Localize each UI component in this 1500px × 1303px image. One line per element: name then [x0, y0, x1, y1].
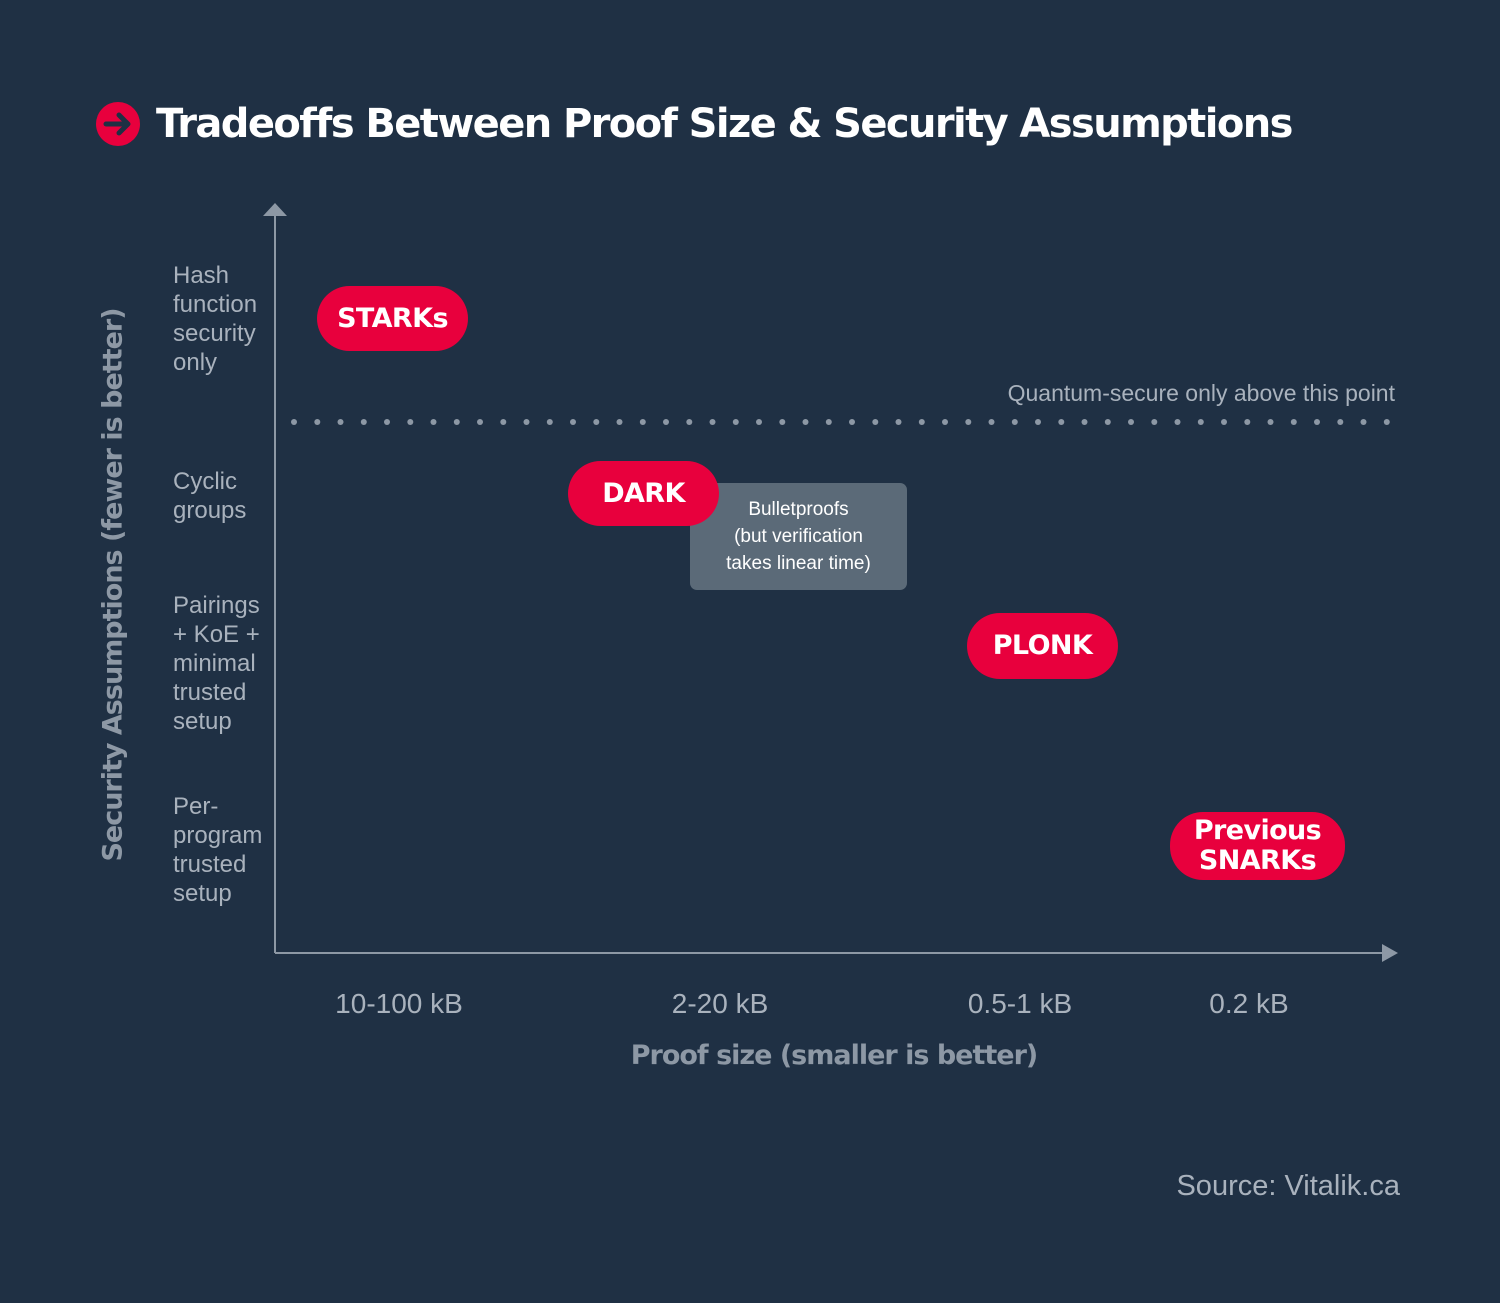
threshold-dot	[779, 419, 786, 425]
threshold-dot	[942, 419, 948, 425]
page-title: Tradeoffs Between Proof Size & Security …	[156, 101, 1293, 147]
x-tick-0.5-1kb: 0.5-1 kB	[967, 988, 1073, 1019]
x-axis-arrow	[1382, 944, 1398, 962]
arrow-right-circle-icon	[96, 102, 140, 146]
threshold-dot	[384, 419, 390, 425]
note-bulletproofs: Bulletproofs (but verification takes linea…	[690, 483, 907, 590]
threshold-dot	[523, 419, 530, 425]
threshold-dot	[663, 419, 669, 425]
quantum-threshold-line	[291, 419, 1390, 425]
threshold-dot	[1011, 419, 1018, 425]
x-tick-10-100kb: 10-100 kB	[335, 988, 463, 1019]
y-tick-per-program: Per-program trusted setup	[173, 793, 263, 907]
threshold-dot	[291, 419, 297, 425]
point-starks: STARKs	[317, 286, 468, 351]
threshold-dot	[337, 419, 344, 425]
threshold-dot	[1197, 419, 1204, 425]
x-tick-2-20kb: 2-20 kB	[671, 988, 769, 1019]
threshold-dot	[546, 419, 553, 425]
threshold-dot	[918, 419, 925, 425]
threshold-dot	[593, 419, 600, 425]
point-previous-snarks: Previous SNARKs	[1170, 812, 1345, 880]
y-tick-hash: Hash function security only	[173, 262, 258, 376]
threshold-dot	[1104, 419, 1111, 425]
title-row: Tradeoffs Between Proof Size & Security …	[96, 96, 1293, 152]
threshold-dot	[732, 419, 739, 425]
point-dark: DARK	[568, 461, 719, 526]
threshold-dot	[756, 419, 762, 425]
threshold-dot	[709, 419, 716, 425]
x-axis-label: Proof size (smaller is better)	[630, 1040, 1039, 1071]
threshold-dot	[639, 419, 646, 425]
threshold-dot	[1337, 419, 1344, 425]
threshold-dot	[1174, 419, 1181, 425]
y-axis-label: Security Assumptions (fewer is better)	[97, 308, 129, 862]
threshold-dot	[825, 419, 832, 425]
threshold-dot	[965, 419, 972, 425]
threshold-dot	[430, 419, 437, 425]
threshold-dot	[453, 419, 460, 425]
threshold-dot	[407, 419, 414, 425]
source-credit: Source: Vitalik.ca	[1176, 1170, 1400, 1202]
y-tick-cyclic: Cyclic groups	[173, 468, 247, 524]
threshold-dot	[570, 419, 576, 425]
threshold-dot	[988, 419, 995, 425]
y-axis-arrow	[263, 203, 287, 216]
threshold-dot	[1221, 419, 1227, 425]
threshold-dot	[1058, 419, 1065, 425]
threshold-dot	[895, 419, 902, 425]
threshold-dot	[616, 419, 623, 425]
threshold-dot	[1081, 419, 1088, 425]
threshold-dot	[360, 419, 367, 425]
point-plonk: PLONK	[967, 613, 1118, 679]
threshold-dot	[1267, 419, 1274, 425]
threshold-dot	[1360, 419, 1367, 425]
threshold-dot	[1314, 419, 1320, 425]
threshold-dot	[872, 419, 879, 425]
threshold-dot	[500, 419, 507, 425]
threshold-dot	[1383, 419, 1390, 425]
threshold-dot	[477, 419, 483, 425]
threshold-dot	[802, 419, 809, 425]
quantum-threshold-label: Quantum-secure only above this point	[1007, 380, 1395, 406]
x-tick-0.2kb: 0.2 kB	[1209, 988, 1289, 1019]
threshold-dot	[686, 419, 693, 425]
threshold-dot	[1128, 419, 1134, 425]
threshold-dot	[849, 419, 855, 425]
threshold-dot	[1035, 419, 1041, 425]
y-tick-pairings: Pairings + KoE + minimal trusted setup	[173, 592, 260, 735]
threshold-dot	[1151, 419, 1158, 425]
threshold-dot	[1244, 419, 1251, 425]
threshold-dot	[314, 419, 321, 425]
threshold-dot	[1290, 419, 1297, 425]
